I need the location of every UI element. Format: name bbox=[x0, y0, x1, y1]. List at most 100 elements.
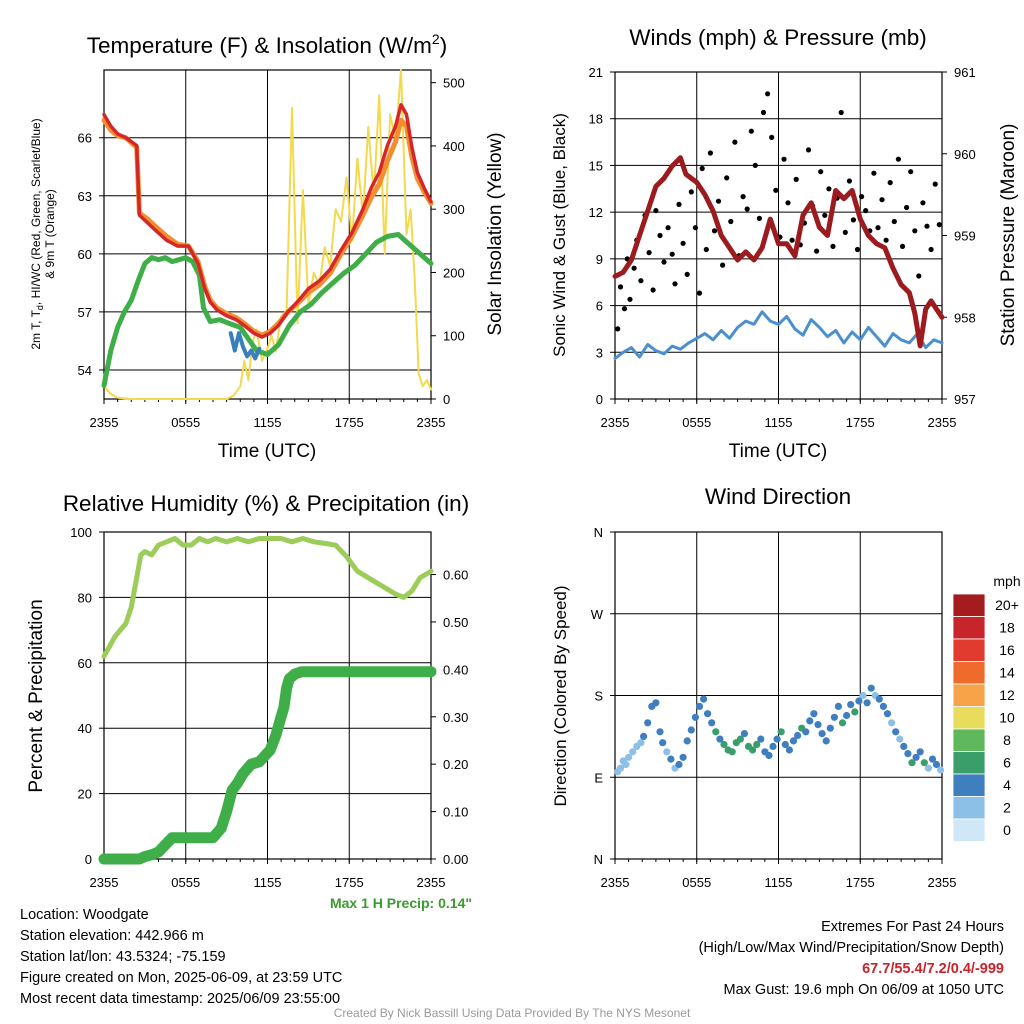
gust-point bbox=[875, 225, 881, 231]
gust-point bbox=[760, 109, 767, 116]
colorbar-title: mph bbox=[993, 573, 1020, 589]
wind-direction-point bbox=[916, 748, 924, 756]
wind-direction-point bbox=[740, 730, 749, 738]
wind-y-tick-label: 6 bbox=[596, 299, 603, 314]
gust-point bbox=[720, 262, 726, 268]
temp-y2-tick-label: 300 bbox=[443, 202, 465, 217]
gust-point bbox=[711, 228, 718, 234]
gust-point bbox=[891, 218, 897, 225]
colorbar-swatch bbox=[952, 683, 986, 707]
station-info: Location: Woodgate Station elevation: 44… bbox=[20, 905, 342, 1010]
wind-direction-point bbox=[683, 737, 691, 745]
gust-point bbox=[684, 271, 690, 277]
gust-point bbox=[781, 156, 787, 162]
temperature-panel: Temperature (F) & Insolation (W/m2) 2355… bbox=[29, 31, 506, 462]
wind-y-tick-label: 18 bbox=[589, 112, 603, 127]
gust-point bbox=[928, 246, 934, 253]
colorbar-swatch bbox=[952, 751, 986, 775]
wind-direction-point bbox=[708, 719, 716, 727]
colorbar-swatch bbox=[952, 638, 986, 662]
rh-x-tick-label: 1155 bbox=[254, 875, 282, 890]
wind-direction-point bbox=[757, 735, 765, 743]
temp-y2-tick-label: 100 bbox=[443, 329, 465, 344]
wind-direction-point bbox=[629, 748, 637, 756]
temp-y2-tick-label: 500 bbox=[443, 76, 465, 91]
colorbar-swatch bbox=[952, 818, 986, 842]
temp-9m-line bbox=[101, 117, 434, 338]
wind-direction-point bbox=[900, 742, 908, 751]
gust-point bbox=[838, 109, 844, 116]
temp-x-tick-label: 2355 bbox=[90, 415, 119, 430]
rh-y-tick-label: 20 bbox=[78, 787, 92, 802]
gust-point bbox=[854, 246, 861, 253]
humidity-panel-title: Relative Humidity (%) & Precipitation (i… bbox=[63, 491, 469, 516]
rh-y-tick-label: 80 bbox=[78, 590, 92, 605]
dir-y-tick-label: S bbox=[594, 689, 603, 704]
gust-point bbox=[904, 204, 910, 211]
gust-point bbox=[899, 243, 906, 249]
heat-index-line bbox=[228, 331, 262, 361]
wind-direction-point bbox=[695, 702, 704, 711]
wind-direction-point bbox=[937, 766, 945, 774]
wind-direction-point bbox=[830, 713, 839, 721]
wind-y2-tick-label: 958 bbox=[954, 310, 976, 325]
wind-direction-point bbox=[687, 726, 695, 734]
dir-x-tick-label: 2355 bbox=[601, 875, 630, 890]
rh-x-tick-label: 0555 bbox=[171, 875, 200, 890]
rh-x-tick-label: 2355 bbox=[417, 875, 446, 890]
wind-direction-point bbox=[728, 748, 736, 756]
winds-panel-y2label: Station Pressure (Maroon) bbox=[998, 124, 1019, 347]
wind-y-tick-label: 12 bbox=[589, 205, 603, 220]
recent-timestamp: Most recent data timestamp: 2025/06/09 2… bbox=[20, 991, 341, 1007]
sonic-wind-line bbox=[613, 310, 944, 360]
temp-y2-tick-label: 0 bbox=[443, 392, 450, 407]
temp-x-tick-label: 1755 bbox=[335, 415, 364, 430]
dewpoint-line bbox=[101, 232, 434, 388]
gust-point bbox=[707, 150, 714, 156]
gust-point bbox=[916, 273, 922, 279]
gust-point bbox=[887, 180, 893, 186]
gust-point bbox=[631, 265, 637, 271]
wind-direction-point bbox=[928, 755, 937, 763]
dir-y-tick-label: E bbox=[594, 770, 603, 785]
temp-y-tick-label: 54 bbox=[78, 363, 92, 378]
wind-direction-point bbox=[679, 753, 687, 761]
wind-direction-point bbox=[749, 746, 757, 754]
wind-direction-point bbox=[908, 759, 916, 767]
dir-x-tick-label: 1155 bbox=[765, 875, 793, 890]
wind-direction-point bbox=[656, 728, 664, 736]
gust-point bbox=[703, 246, 709, 253]
gust-point bbox=[688, 189, 694, 195]
wind-x-tick-label: 1755 bbox=[846, 415, 875, 430]
colorbar-label: 14 bbox=[999, 665, 1015, 681]
gust-point bbox=[715, 198, 722, 204]
wind-direction-point bbox=[637, 739, 645, 747]
wind-direction-point bbox=[736, 735, 745, 743]
wind-direction-point bbox=[904, 750, 912, 758]
rh-y2-tick-label: 0.30 bbox=[443, 710, 468, 725]
gust-point bbox=[879, 197, 885, 203]
rh-y-tick-label: 40 bbox=[78, 721, 92, 736]
wind-direction-point bbox=[773, 735, 781, 743]
credit-line: Created By Nick Bassill Using Data Provi… bbox=[333, 1006, 691, 1020]
temperature-panel-xlabel: Time (UTC) bbox=[218, 441, 317, 462]
temp-x-tick-label: 1155 bbox=[254, 415, 282, 430]
wind-direction-point bbox=[720, 740, 728, 749]
gust-point bbox=[789, 237, 795, 243]
gust-point bbox=[756, 215, 763, 221]
rh-x-tick-label: 2355 bbox=[90, 875, 119, 890]
dir-x-tick-label: 0555 bbox=[682, 875, 711, 890]
wind-direction-point bbox=[781, 740, 789, 749]
station-location: Location: Woodgate bbox=[20, 907, 149, 923]
temp-2m-line bbox=[102, 103, 433, 339]
wind-direction-point bbox=[838, 719, 847, 727]
wind-direction-point bbox=[663, 748, 671, 756]
gust-point bbox=[724, 175, 730, 181]
temp-y-tick-label: 66 bbox=[78, 131, 92, 146]
gust-point bbox=[676, 201, 682, 207]
wind-y-tick-label: 21 bbox=[589, 65, 603, 80]
gust-point bbox=[920, 200, 926, 206]
wind-x-tick-label: 0555 bbox=[682, 415, 711, 430]
wind-direction-point bbox=[691, 713, 700, 721]
relative-humidity-line bbox=[101, 536, 434, 659]
